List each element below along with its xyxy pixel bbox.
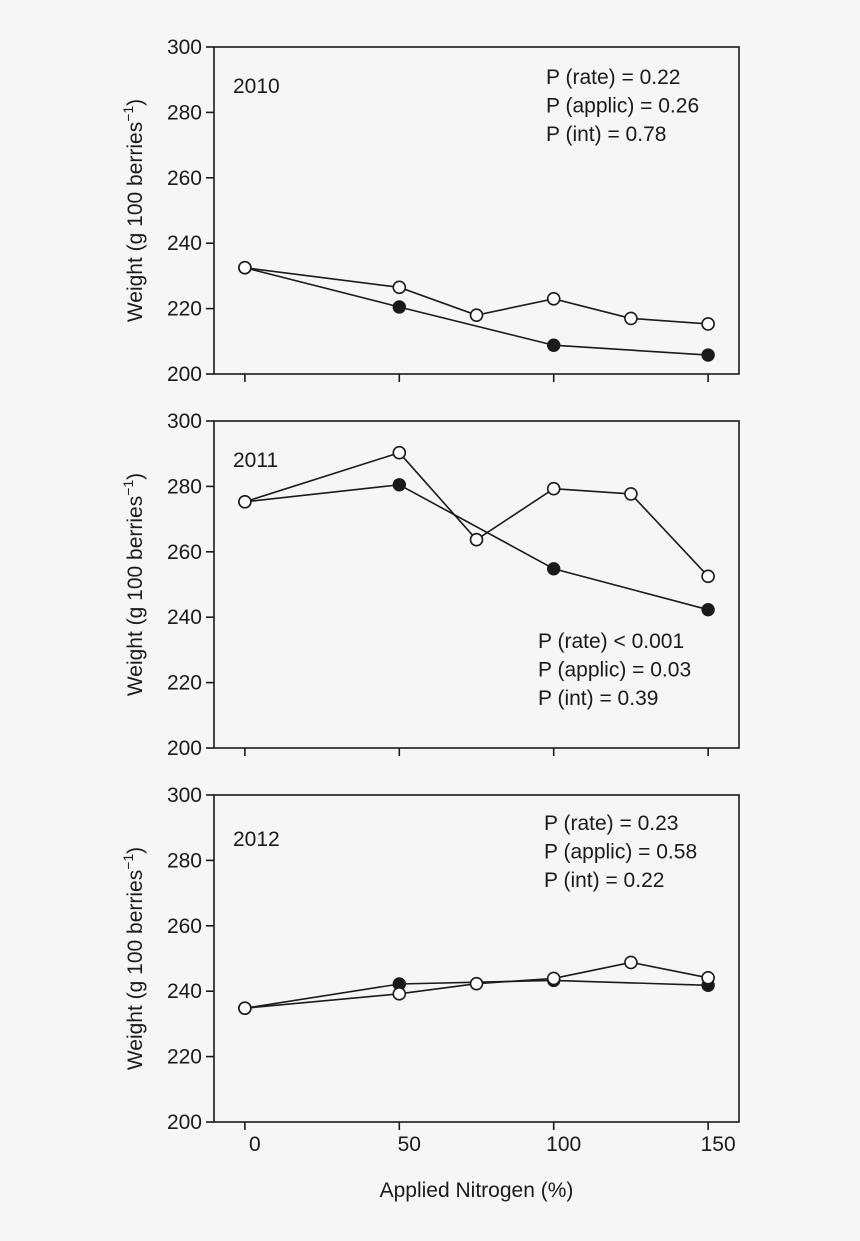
y-axis-label: Weight (g 100 berries−1) xyxy=(120,99,147,322)
y-axis-label-close: ) xyxy=(124,847,147,854)
y-tick-label: 300 xyxy=(167,36,202,59)
y-tick-label: 200 xyxy=(167,1111,202,1134)
y-axis-label-main: Weight (g 100 berries xyxy=(124,122,147,322)
data-point-filled xyxy=(392,300,406,314)
data-point-open xyxy=(469,308,484,322)
year-annotation: 2010 xyxy=(233,75,280,98)
p-value-annotation: P (rate) < 0.001 xyxy=(538,630,684,653)
data-point-filled xyxy=(392,478,406,492)
p-value-annotation: P (applic) = 0.03 xyxy=(538,659,691,682)
series-line-filled xyxy=(244,266,709,356)
data-point-open xyxy=(392,445,407,460)
y-axis-label-superscript: −1 xyxy=(120,106,136,122)
y-tick-label: 300 xyxy=(167,784,202,807)
y-tick-label: 240 xyxy=(167,606,202,629)
data-point-open xyxy=(546,291,561,306)
y-axis-label-superscript: −1 xyxy=(120,854,136,870)
data-point-open xyxy=(238,494,252,509)
y-tick-label: 260 xyxy=(167,541,202,564)
y-axis-label-main: Weight (g 100 berries xyxy=(124,870,147,1070)
data-point-open xyxy=(546,481,561,496)
year-annotation: 2011 xyxy=(233,449,278,472)
data-point-open xyxy=(238,260,252,275)
data-point-open xyxy=(701,569,715,584)
y-tick-label: 280 xyxy=(167,849,202,872)
data-point-open xyxy=(546,971,561,986)
data-point-open xyxy=(624,311,638,326)
p-value-annotation: P (applic) = 0.58 xyxy=(544,841,697,864)
data-point-filled xyxy=(701,602,715,617)
panel-2011: 200 220 240 260 280 300 Weight (g 100 berries−… xyxy=(120,410,740,760)
plot-frame xyxy=(213,46,740,375)
data-point-filled xyxy=(701,348,715,362)
y-tick-label: 220 xyxy=(167,1046,202,1069)
y-tick-label: 300 xyxy=(167,410,202,433)
series-line-filled xyxy=(244,483,709,611)
y-tick-label: 220 xyxy=(167,298,202,321)
x-tick-label: 150 xyxy=(701,1133,736,1156)
x-tick-label: 50 xyxy=(398,1133,421,1156)
panel-2010: 200 220 240 260 280 300 Weight (g 100 berries−… xyxy=(120,36,740,386)
series-line-open xyxy=(244,961,709,1010)
data-point-open xyxy=(624,955,638,970)
data-point-filled xyxy=(547,562,561,576)
y-tick-label: 220 xyxy=(167,672,202,695)
y-tick-label: 200 xyxy=(167,363,202,386)
p-value-annotation: P (rate) = 0.23 xyxy=(544,812,678,835)
p-value-annotation: P (int) = 0.78 xyxy=(546,123,666,146)
data-point-open xyxy=(624,487,638,501)
y-tick-label: 240 xyxy=(167,232,202,255)
p-value-annotation: P (applic) = 0.26 xyxy=(546,95,699,118)
series-line-open xyxy=(244,266,709,325)
data-point-open xyxy=(238,1001,252,1016)
y-tick-label: 260 xyxy=(167,915,202,938)
data-point-open xyxy=(469,976,484,991)
p-value-annotation: P (int) = 0.22 xyxy=(544,869,664,892)
x-tick-label: 100 xyxy=(546,1133,581,1156)
y-axis-label-close: ) xyxy=(124,473,147,480)
data-point-filled xyxy=(547,338,561,352)
y-tick-label: 280 xyxy=(167,475,202,498)
x-tick-label: 0 xyxy=(249,1133,261,1156)
y-axis-label: Weight (g 100 berries−1) xyxy=(120,473,147,696)
x-axis-label: Applied Nitrogen (%) xyxy=(380,1179,574,1202)
y-axis-label-main: Weight (g 100 berries xyxy=(124,496,147,696)
p-value-annotation: P (int) = 0.39 xyxy=(538,687,658,710)
data-point-open xyxy=(392,280,407,295)
y-tick-label: 260 xyxy=(167,167,202,190)
y-tick-label: 200 xyxy=(167,737,202,760)
y-tick-label: 280 xyxy=(167,101,202,124)
panel-2012: 200 220 240 260 280 300 0 50 100 150 Weight (g 100… xyxy=(120,784,740,1202)
plot-frame xyxy=(213,794,740,1123)
y-tick-label: 240 xyxy=(167,980,202,1003)
data-point-open xyxy=(701,970,715,985)
year-annotation: 2012 xyxy=(233,828,280,851)
y-axis-label: Weight (g 100 berries−1) xyxy=(120,847,147,1070)
data-point-open xyxy=(701,317,715,331)
y-axis-label-superscript: −1 xyxy=(120,480,136,496)
data-point-open xyxy=(469,532,484,547)
series-line-open xyxy=(244,451,709,577)
y-axis-label-close: ) xyxy=(124,99,147,106)
data-point-open xyxy=(392,987,407,1001)
p-value-annotation: P (rate) = 0.22 xyxy=(546,66,680,89)
plot-frame xyxy=(213,420,740,749)
